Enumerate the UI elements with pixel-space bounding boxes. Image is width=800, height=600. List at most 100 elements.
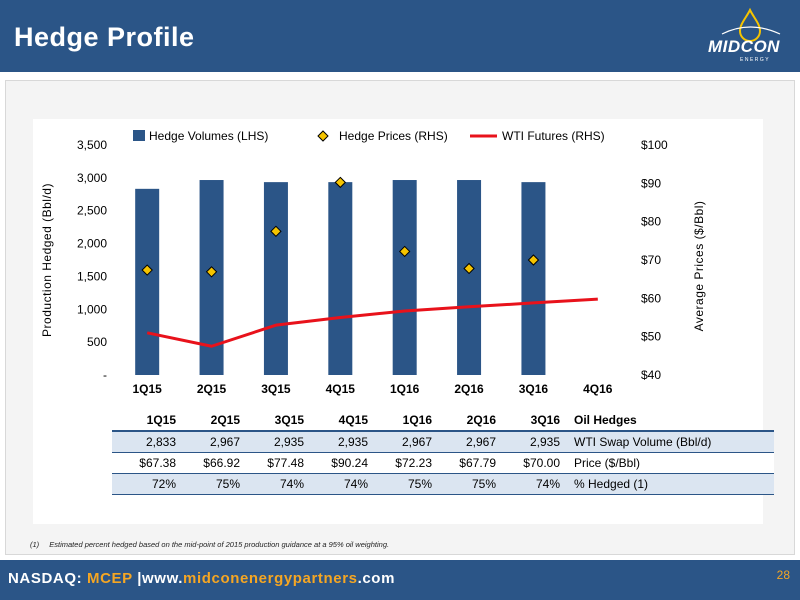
y2-tick-label: $50: [641, 330, 661, 344]
bar-hedge-volume: [457, 180, 482, 375]
wti-futures-line: [146, 297, 598, 348]
table-row-label: Price ($/Bbl): [574, 456, 641, 470]
table-header-cell: 3Q16: [530, 413, 560, 427]
y2-tick-label: $70: [641, 253, 661, 267]
table-cell: 2,967: [209, 435, 240, 449]
bar-hedge-volume: [135, 188, 160, 375]
y-tick-label: 3,000: [77, 171, 107, 185]
table-cell: $67.79: [459, 456, 496, 470]
y2-axis-title: Average Prices ($/Bbl): [692, 201, 706, 332]
hedge-price-marker: [205, 266, 218, 278]
table-cell: 74%: [279, 477, 304, 491]
page-title: Hedge Profile: [14, 22, 195, 52]
x-tick-label: 1Q16: [390, 382, 420, 396]
page-number: 28: [776, 568, 790, 582]
table-cell: 75%: [471, 477, 496, 491]
table-row: 2,833 2,967 2,935 2,935 2,967 2,967 2,93…: [112, 431, 774, 453]
table-cell: $72.23: [395, 456, 432, 470]
table-cell: $77.48: [267, 456, 304, 470]
x-tick-label: 3Q16: [519, 382, 549, 396]
y-tick-label: 500: [87, 335, 107, 349]
table-row-label: % Hedged (1): [574, 477, 649, 491]
y-tick-label: -: [103, 368, 107, 382]
x-tick-label: 2Q15: [197, 382, 227, 396]
table-cell: 74%: [535, 477, 560, 491]
footnote: (1) Estimated percent hedged based on th…: [30, 540, 389, 549]
y2-tick-label: $60: [641, 291, 661, 305]
y-tick-label: 1,500: [77, 269, 107, 283]
bar-hedge-volume: [392, 180, 417, 375]
table-cell: 74%: [343, 477, 368, 491]
company-logo: MIDCON ENERGY: [700, 4, 796, 70]
y2-tick-label: $100: [641, 138, 668, 152]
y2-tick-label: $80: [641, 215, 661, 229]
table-header-cell: 2Q16: [466, 413, 496, 427]
hedge-price-marker: [398, 245, 411, 258]
table-cell: 2,935: [529, 435, 560, 449]
table-cell: $66.92: [203, 456, 240, 470]
table-cell: $90.24: [331, 456, 368, 470]
footer-url-suffix: .com: [357, 570, 396, 587]
hedge-price-marker: [463, 262, 475, 275]
hedge-price-marker: [334, 176, 347, 189]
x-tick-label: 2Q16: [454, 382, 484, 396]
legend-swatch-volumes: [133, 130, 145, 141]
table-cell: $70.00: [523, 456, 560, 470]
table-cell: 2,935: [273, 435, 304, 449]
table-header-cell: 1Q16: [402, 413, 432, 427]
footer-url-prefix: www.: [142, 570, 184, 587]
footer-text: NASDAQ: MCEP |www.midconenergypartners.c…: [8, 570, 395, 587]
hedge-price-marker: [527, 254, 540, 266]
footer-url-link[interactable]: www.midconenergypartners.com: [142, 570, 395, 587]
table-header-row: 1Q15 2Q15 3Q15 4Q15 1Q16 2Q16 3Q16 Oil H…: [112, 410, 774, 431]
bar-hedge-volume: [263, 182, 288, 375]
table-cell: 2,935: [337, 435, 368, 449]
logo-subtext: ENERGY: [740, 57, 771, 63]
header-bar: Hedge Profile MIDCON ENERGY: [0, 0, 800, 72]
x-tick-label: 4Q15: [326, 382, 356, 396]
table-cell: 2,967: [401, 435, 432, 449]
table-row: $67.38 $66.92 $77.48 $90.24 $72.23 $67.7…: [112, 452, 774, 474]
footer-separator: |: [137, 570, 143, 587]
table-cell: $67.38: [139, 456, 176, 470]
table-header-cell: 4Q15: [338, 413, 368, 427]
table-cell: 2,833: [145, 435, 176, 449]
y2-tick-label: $40: [641, 368, 661, 382]
footer-url-main: midconenergypartners: [183, 570, 358, 587]
y2-tick-label: $90: [641, 176, 661, 190]
bar-hedge-volume: [521, 182, 546, 375]
table-cell: 75%: [215, 477, 240, 491]
footer-ticker: MCEP: [86, 570, 133, 587]
y-tick-label: 2,000: [77, 237, 107, 251]
legend-label-wti: WTI Futures (RHS): [502, 129, 605, 143]
y-axis-title: Production Hedged (Bbl/d): [40, 183, 54, 337]
footnote-number: (1): [30, 540, 40, 549]
table-cell: 2,967: [465, 435, 496, 449]
y-tick-label: 1,000: [77, 302, 107, 316]
legend-label-volumes: Hedge Volumes (LHS): [149, 129, 268, 143]
y-tick-label: 3,500: [77, 138, 107, 152]
table-cell: 72%: [151, 477, 176, 491]
table-header-cell: 1Q15: [146, 413, 176, 427]
footer-exchange: NASDAQ:: [8, 570, 83, 587]
logo-wordmark: MIDCON: [708, 37, 780, 56]
x-tick-label: 4Q16: [583, 382, 613, 396]
y-tick-label: 2,500: [77, 204, 107, 218]
table-header-cell: 2Q15: [210, 413, 240, 427]
hedge-price-marker: [270, 225, 282, 238]
hedge-table: 1Q15 2Q15 3Q15 4Q15 1Q16 2Q16 3Q16 Oil H…: [112, 410, 774, 495]
footnote-text: Estimated percent hedged based on the mi…: [49, 540, 390, 549]
x-tick-label: 1Q15: [133, 382, 163, 396]
table-row-label: WTI Swap Volume (Bbl/d): [574, 435, 712, 449]
x-tick-label: 3Q15: [261, 382, 291, 396]
footer-bar: NASDAQ: MCEP |www.midconenergypartners.c…: [0, 560, 800, 600]
table-header-cell: 3Q15: [274, 413, 304, 427]
hedge-price-marker: [141, 264, 153, 276]
legend-swatch-prices: [317, 130, 329, 142]
bar-hedge-volume: [328, 182, 353, 375]
table-row: 72% 75% 74% 74% 75% 75% 74% % Hedged (1): [112, 473, 774, 495]
oil-drop-icon: [721, 7, 781, 42]
legend-label-prices: Hedge Prices (RHS): [339, 129, 448, 143]
table-cell: 75%: [407, 477, 432, 491]
